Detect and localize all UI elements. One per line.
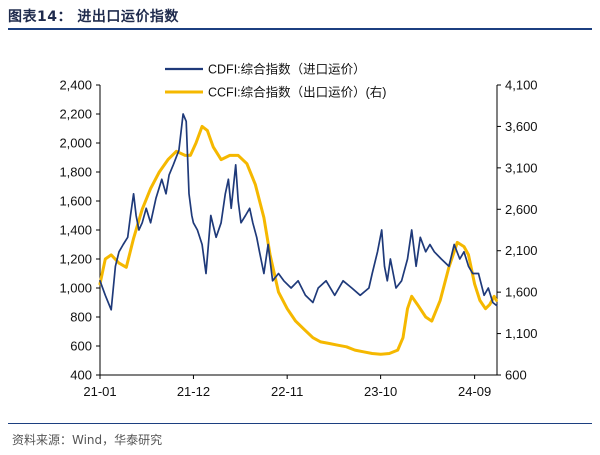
left-tick-label: 1,400	[59, 223, 92, 238]
left-tick-label: 2,000	[59, 136, 92, 151]
x-tick-label: 23-10	[364, 384, 397, 399]
right-tick-label: 3,100	[505, 160, 538, 175]
right-tick-label: 1,600	[505, 285, 538, 300]
left-tick-label: 1,000	[59, 281, 92, 296]
right-tick-label: 3,600	[505, 119, 538, 134]
legend-label-cdfi: CDFI:综合指数（进口运价）	[208, 62, 366, 77]
series-line-cdfi	[99, 113, 498, 311]
left-tick-label: 400	[70, 368, 92, 383]
right-tick-label: 2,100	[505, 243, 538, 258]
legend-label-ccfi: CCFI:综合指数（出口运价）(右)	[208, 85, 386, 100]
left-tick-label: 1,200	[59, 252, 92, 267]
x-ticks: 21-01 21-12 22-11 23-10 24-09	[83, 375, 491, 399]
left-tick-label: 1,800	[59, 165, 92, 180]
left-tick-label: 600	[70, 339, 92, 354]
left-y-ticks: 400 600 800 1,000 1,200 1,400 1,600 1,800 2,000 2…	[59, 78, 100, 383]
legend: CDFI:综合指数（进口运价） CCFI:综合指数（出口运价）(右)	[165, 62, 386, 100]
x-tick-label: 24-09	[458, 384, 491, 399]
top-rule	[8, 28, 592, 30]
left-tick-label: 1,600	[59, 194, 92, 209]
right-tick-label: 2,600	[505, 202, 538, 217]
axes	[99, 85, 498, 376]
x-tick-label: 21-12	[177, 384, 210, 399]
figure-title: 图表14： 进出口运价指数	[8, 9, 179, 25]
right-y-ticks: 600 1,100 1,600 2,100 2,600 3,100 3,600 4,100	[497, 78, 538, 383]
x-tick-label: 22-11	[271, 384, 303, 399]
right-tick-label: 1,100	[505, 326, 538, 341]
source-note: 资料来源：Wind，华泰研究	[12, 433, 163, 447]
left-tick-label: 2,200	[59, 107, 92, 122]
series-line-ccfi	[98, 124, 498, 356]
right-tick-label: 4,100	[505, 78, 538, 93]
series-lines	[98, 113, 498, 356]
right-tick-label: 600	[505, 368, 527, 383]
left-tick-label: 2,400	[59, 78, 92, 93]
bottom-rule	[8, 423, 592, 424]
x-tick-label: 21-01	[83, 384, 116, 399]
left-tick-label: 800	[70, 310, 92, 325]
